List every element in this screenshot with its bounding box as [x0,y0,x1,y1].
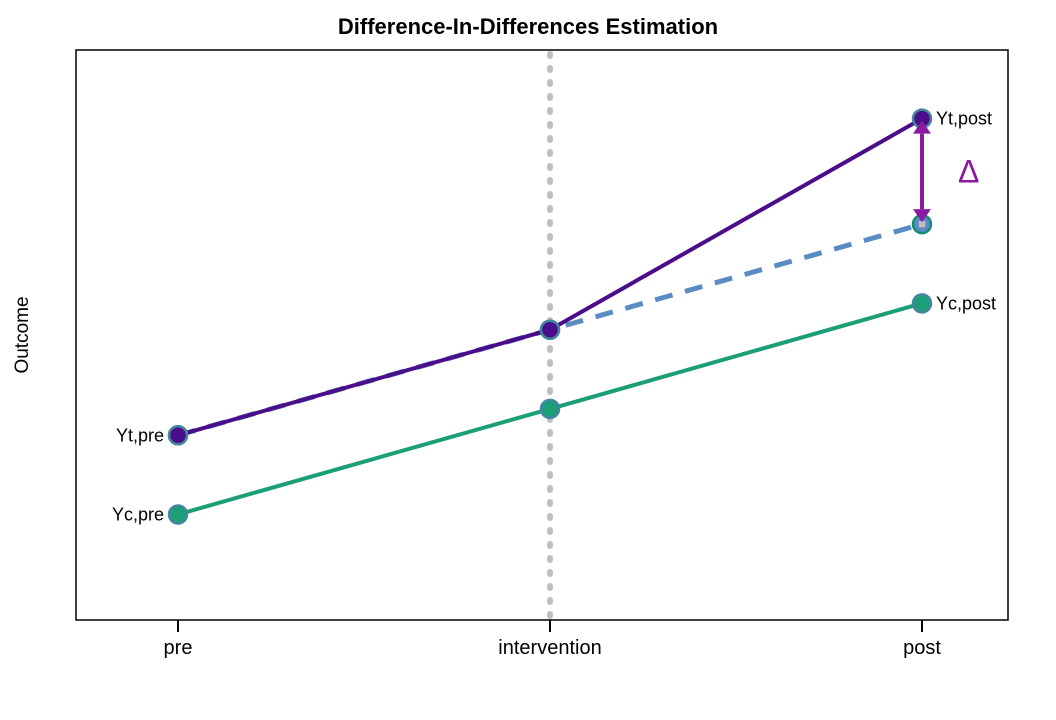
marker-treatment-0 [169,426,187,444]
x-tick-label-2: post [903,637,941,659]
x-tick-label-0: pre [164,637,193,659]
x-tick-label-1: intervention [498,637,601,659]
marker-control-1 [541,400,559,418]
point-label-0: Yt,pre [116,425,164,445]
point-label-3: Yc,post [936,293,996,313]
delta-arrow [913,121,931,223]
y-axis-label: Outcome [12,296,33,373]
delta-label: Δ [958,154,979,190]
marker-control-0 [169,505,187,523]
marker-treatment-1 [541,321,559,339]
point-label-2: Yt,post [936,109,992,129]
marker-control-2 [913,294,931,312]
point-label-1: Yc,pre [112,504,164,524]
did-chart: Yt,pre Yc,pre Yt,post Yc,post Δpre interventi… [0,0,1056,720]
